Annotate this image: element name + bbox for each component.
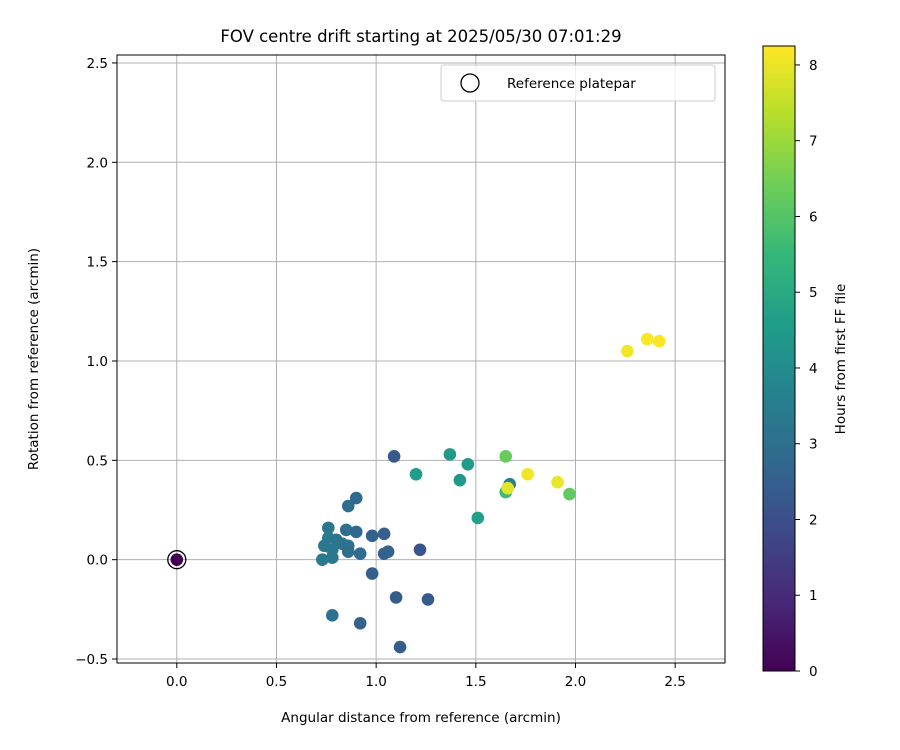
data-point [377,527,391,541]
data-point [339,523,353,537]
y-tick-label: 1.5 [87,255,108,271]
data-point [389,591,403,604]
data-point [413,543,427,557]
colorbar-label: Hours from first FF file [833,284,849,435]
data-point [499,450,513,463]
colorbar-tick-label: 5 [809,285,818,301]
data-point [381,545,395,559]
data-point [353,547,367,561]
data-point [170,553,184,566]
data-point [341,499,355,513]
data-point [365,567,379,580]
colorbar-bar [762,45,796,672]
legend-box [440,64,716,102]
data-point [409,467,423,481]
chart-title: FOV centre drift starting at 2025/05/30 … [220,27,621,46]
data-point [387,450,401,463]
data-point [421,593,435,606]
y-tick-label: 1.0 [87,354,108,370]
data-point [461,458,475,471]
x-axis-label: Angular distance from reference (arcmin) [281,710,561,726]
y-tick-label: 0.0 [87,553,108,569]
data-point [443,448,457,461]
x-tick-label: 2.0 [565,674,586,690]
reference-marker [167,550,187,570]
data-point [640,332,654,346]
x-tick-label: 1.5 [465,674,486,690]
data-point [551,475,564,489]
data-point [453,473,467,487]
x-tick-label: 2.5 [664,674,685,690]
x-axis-ticks: 0.0 0.5 1.0 1.5 2.0 2.5 [166,663,686,690]
plot-frame [116,54,726,664]
x-tick-label: 0.5 [266,674,287,690]
data-point [316,553,329,566]
plot-area: 0.0 0.5 1.0 1.5 2.0 2.5 −0.5 0.0 0.5 1.0 1.5 2.0 2.… [75,54,726,690]
colorbar-tick-label: 8 [809,58,818,74]
y-tick-label: −0.5 [75,652,108,668]
y-tick-label: 2.5 [87,56,108,72]
grid-lines [117,55,725,663]
data-point [341,545,355,559]
legend-label: Reference platepar [507,76,636,92]
plot-background [117,55,725,663]
legend-marker-icon [460,73,480,93]
data-point [365,529,379,543]
colorbar-tick-label: 3 [809,437,818,453]
colorbar: 0 1 2 3 4 5 6 7 8 Hours from first FF file [762,45,849,680]
data-point [652,334,666,348]
data-point [353,616,367,630]
data-point [501,481,515,495]
x-tick-label: 1.0 [365,674,386,690]
colorbar-tick-label: 6 [809,209,818,225]
colorbar-ticks: 0 1 2 3 4 5 6 7 8 [795,58,818,680]
y-tick-label: 0.5 [87,453,108,469]
x-tick-label: 0.0 [166,674,187,690]
colorbar-tick-label: 0 [809,664,818,680]
legend: Reference platepar [440,64,716,102]
data-point [471,511,485,525]
y-axis-ticks: −0.5 0.0 0.5 1.0 1.5 2.0 2.5 [75,56,117,668]
colorbar-tick-label: 2 [809,512,818,528]
colorbar-tick-label: 7 [809,134,818,150]
data-point [621,344,634,358]
data-point [325,551,339,564]
colorbar-tick-label: 4 [809,361,818,377]
data-point [521,467,534,481]
data-point [393,640,407,654]
colorbar-tick-label: 1 [809,588,818,604]
data-point [322,521,335,535]
data-point [325,609,339,622]
data-point [349,525,363,539]
scatter-points [170,332,666,654]
y-tick-label: 2.0 [87,155,108,171]
data-point [563,487,576,501]
data-point [349,491,363,505]
y-axis-label: Rotation from reference (arcmin) [26,248,42,470]
